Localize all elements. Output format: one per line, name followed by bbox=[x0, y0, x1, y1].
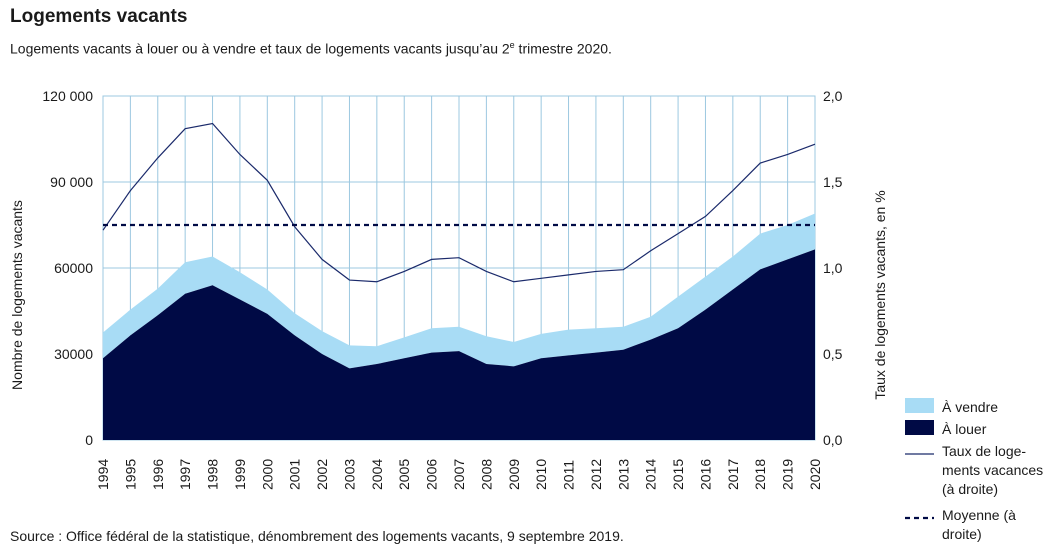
x-tick-label: 2011 bbox=[561, 460, 577, 490]
x-tick-label: 2004 bbox=[369, 459, 385, 490]
legend-label-taux: Taux de loge- bbox=[942, 443, 1026, 459]
x-tick-label: 2019 bbox=[780, 459, 796, 490]
y-right-tick-label: 1,0 bbox=[823, 260, 843, 276]
legend-label-taux: ments vacances bbox=[942, 462, 1043, 478]
axes: 0 30000 60000 90 000 120 000 0,0 0,5 1,0 1,5 2,0 1… bbox=[9, 88, 888, 490]
y-left-tick-label: 90 000 bbox=[50, 174, 93, 190]
x-tick-label: 2010 bbox=[533, 459, 549, 490]
x-tick-label: 2008 bbox=[478, 459, 494, 490]
y-left-axis-title: Nombre de logements vacants bbox=[9, 200, 25, 390]
subtitle-text: Logements vacants à louer ou à vendre et… bbox=[10, 40, 510, 57]
chart-title: Logements vacants bbox=[10, 6, 188, 27]
x-tick-label: 2003 bbox=[341, 459, 357, 490]
x-tick-label: 2016 bbox=[697, 459, 713, 490]
source-note: Source : Office fédéral de la statistiqu… bbox=[10, 528, 624, 544]
legend-swatch-a-louer bbox=[905, 420, 934, 435]
y-right-tick-label: 0,5 bbox=[823, 346, 843, 362]
y-left-tick-label: 30000 bbox=[54, 346, 93, 362]
y-right-tick-label: 2,0 bbox=[823, 88, 843, 104]
x-tick-label: 2006 bbox=[424, 459, 440, 490]
legend-swatch-a-vendre bbox=[905, 398, 934, 413]
x-tick-label: 2018 bbox=[752, 459, 768, 490]
x-tick-label: 2013 bbox=[615, 459, 631, 490]
x-tick-label: 2020 bbox=[807, 459, 823, 490]
x-tick-label: 2001 bbox=[287, 459, 303, 490]
legend-label-a-louer: À louer bbox=[942, 421, 987, 437]
x-tick-label: 1996 bbox=[150, 459, 166, 490]
y-right-tick-label: 0,0 bbox=[823, 432, 843, 448]
legend-label-moyenne: Moyenne (à bbox=[942, 507, 1016, 523]
y-left-tick-label: 60000 bbox=[54, 260, 93, 276]
lines bbox=[102, 122, 816, 283]
areas bbox=[103, 213, 815, 440]
y-left-tick-label: 120 000 bbox=[42, 88, 93, 104]
x-tick-label: 1994 bbox=[95, 459, 111, 490]
x-tick-label: 2009 bbox=[506, 459, 522, 490]
legend-label-a-vendre: À vendre bbox=[942, 399, 998, 415]
x-tick-label: 2005 bbox=[396, 459, 412, 490]
line-taux-logements-vacants bbox=[102, 122, 816, 283]
x-tick-label: 2014 bbox=[643, 459, 659, 490]
area-a-vendre bbox=[103, 213, 815, 369]
subtitle-text-end: trimestre 2020. bbox=[514, 40, 612, 57]
x-tick-label: 1998 bbox=[205, 459, 221, 490]
x-tick-label: 2012 bbox=[588, 459, 604, 490]
x-tick-label: 1999 bbox=[232, 459, 248, 490]
legend-label-taux: (à droite) bbox=[942, 481, 998, 497]
area-a-louer bbox=[103, 249, 815, 440]
x-tick-label: 1995 bbox=[122, 459, 138, 490]
y-left-tick-label: 0 bbox=[85, 432, 93, 448]
x-tick-label: 2015 bbox=[670, 459, 686, 490]
y-right-axis-title: Taux de logements vacants, en % bbox=[872, 190, 888, 399]
subtitle-superscript: e bbox=[509, 40, 515, 50]
x-tick-label: 2007 bbox=[451, 459, 467, 490]
x-tick-label: 2002 bbox=[314, 459, 330, 490]
legend: À vendre À louer Taux de loge-ments vacanc… bbox=[905, 398, 1043, 542]
legend-label-moyenne: droite) bbox=[942, 526, 982, 542]
y-right-tick-label: 1,5 bbox=[823, 174, 843, 190]
chart-subtitle: Logements vacants à louer ou à vendre et… bbox=[10, 40, 612, 57]
x-tick-label: 2017 bbox=[725, 459, 741, 490]
x-tick-label: 2000 bbox=[259, 459, 275, 490]
x-tick-label: 1997 bbox=[177, 459, 193, 490]
